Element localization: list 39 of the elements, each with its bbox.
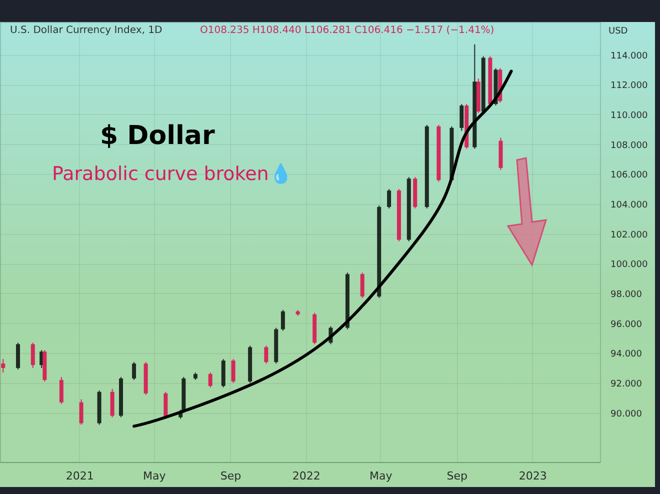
x-tick-label: Sep xyxy=(446,470,468,482)
candlestick xyxy=(360,272,364,298)
candlestick xyxy=(132,362,136,380)
y-tick-label: 108.000 xyxy=(610,140,648,151)
y-tick-label: 102.000 xyxy=(610,230,648,240)
y-tick-label: 96.000 xyxy=(610,320,642,330)
candlestick xyxy=(79,398,84,426)
annotation: Parabolic curve broken💧 xyxy=(52,162,293,185)
candlestick xyxy=(387,188,392,209)
text: $ Dollar xyxy=(100,121,215,151)
x-tick-label: 2022 xyxy=(292,470,320,482)
y-tick-label: 114.000 xyxy=(610,51,648,62)
candlestick xyxy=(59,376,64,404)
y-tick-label: 110.000 xyxy=(610,110,648,121)
y-tick-label: 92.000 xyxy=(610,379,642,390)
candlestick xyxy=(16,342,20,370)
candlestick xyxy=(231,358,236,384)
x-tick-label: Sep xyxy=(220,470,242,482)
y-tick-label: 104.000 xyxy=(610,200,648,210)
candlestick xyxy=(208,372,212,388)
candlestick xyxy=(110,388,114,418)
candlestick xyxy=(460,104,464,132)
y-tick-label: 112.000 xyxy=(610,81,648,92)
y-tick-label: 106.000 xyxy=(610,170,648,181)
x-tick-label: 2021 xyxy=(66,470,94,482)
y-tick-label: 98.000 xyxy=(610,290,642,300)
y-tick-label: 100.000 xyxy=(610,260,648,270)
candlestick xyxy=(30,342,35,369)
x-tick-label: 2023 xyxy=(518,470,547,482)
candlestick xyxy=(264,345,268,364)
chart-subtitle: U.S. Dollar Currency Index, 1D xyxy=(10,25,162,36)
y-axis-title: USD xyxy=(608,26,628,36)
annotation: O108.235 H108.440 L106.281 C106.416 −1.517 (−1.41%) xyxy=(200,25,494,36)
y-tick-label: 94.000 xyxy=(610,350,642,360)
y-tick-label: 90.000 xyxy=(610,409,642,420)
candlestick xyxy=(1,358,6,374)
x-tick-label: May xyxy=(143,470,166,482)
candlestick xyxy=(280,309,285,332)
x-tick-label: May xyxy=(369,470,393,482)
